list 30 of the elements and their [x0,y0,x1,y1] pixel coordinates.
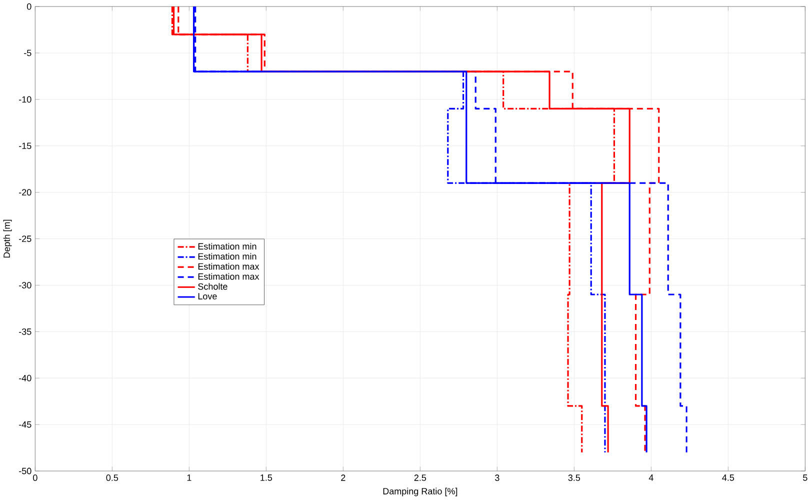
y-axis-title: Depth [m] [3,220,12,258]
x-tick-label: 3 [495,474,500,482]
x-tick-label: 5 [803,474,808,482]
x-tick-label: 0.5 [106,474,118,482]
y-tick-label: -50 [19,468,32,474]
legend-label: Love [198,293,217,300]
x-tick-label: 4.5 [722,474,734,482]
x-tick-label: 1 [187,474,192,481]
legend-label: Estimation max [198,263,260,270]
y-tick-label: -40 [19,375,32,382]
y-tick-label: -20 [19,189,32,196]
x-tick-label: 2 [341,474,346,482]
x-tick-label: 3.5 [568,474,580,482]
x-tick-label: 0 [33,474,38,482]
y-tick-label: 0 [26,4,32,10]
x-tick-label: 4 [648,474,654,481]
y-tick-label: -45 [19,422,32,428]
legend-label: Estimation min [198,253,256,260]
y-tick-label: -30 [19,282,32,289]
legend-label: Scholte [198,283,228,290]
x-tick-label: 1.5 [260,474,272,482]
y-tick-label: -25 [19,236,32,242]
y-tick-label: -10 [19,96,32,103]
legend-label: Estimation min [198,243,256,250]
x-axis-title: Damping Ratio [%] [383,488,458,496]
y-tick-label: -35 [19,328,32,336]
y-tick-label: -15 [19,142,32,150]
x-tick-label: 2.5 [414,474,426,482]
legend-label: Estimation max [198,273,260,280]
y-tick-label: -5 [24,50,32,56]
